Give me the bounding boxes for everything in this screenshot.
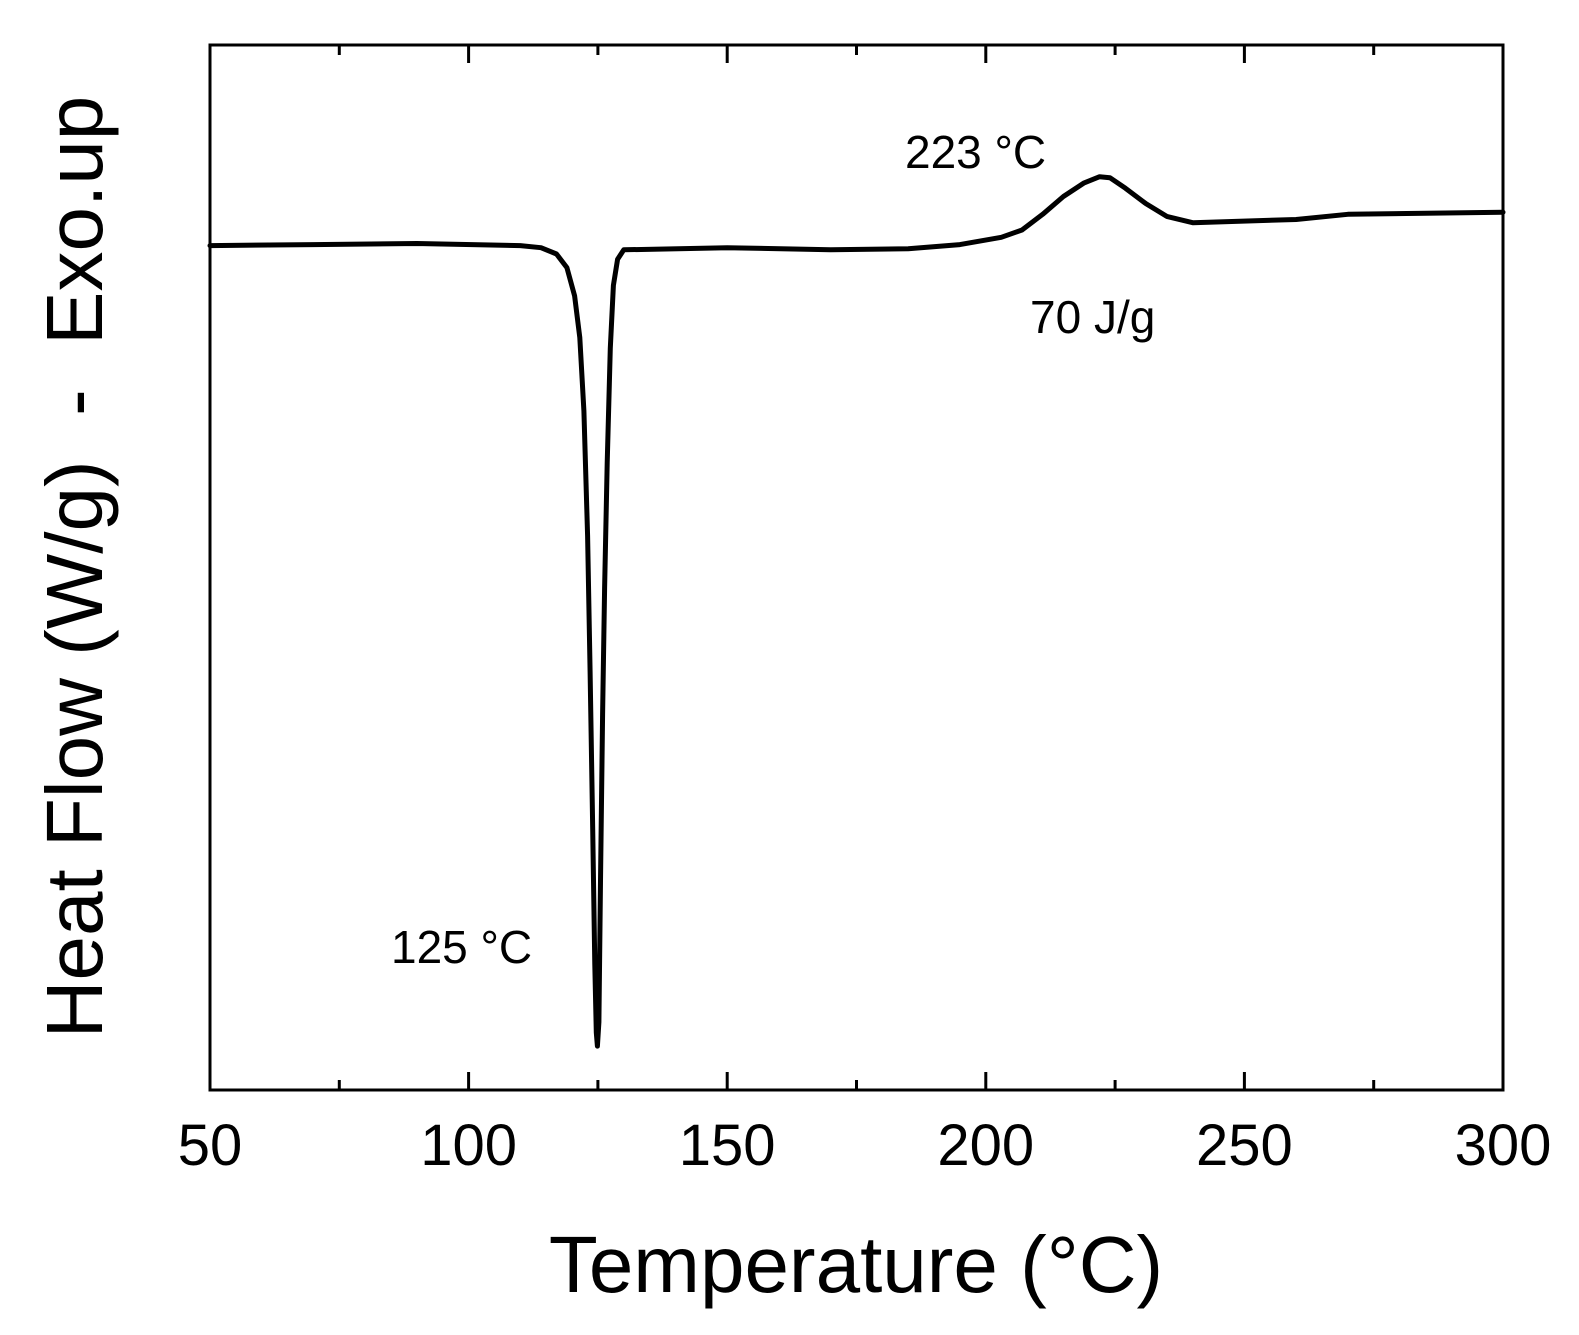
y-axis-title: Heat Flow (W/g) - Exo.up xyxy=(30,96,119,1038)
x-tick-label-300: 300 xyxy=(1455,1113,1552,1178)
annotation-exo-enthalpy: 70 J/g xyxy=(1030,291,1155,343)
x-tick-labels: 50 100 150 200 250 300 xyxy=(178,1113,1552,1178)
annotation-exo-peak-temp: 223 °C xyxy=(905,126,1046,178)
x-tick-label-200: 200 xyxy=(937,1113,1034,1178)
x-axis-title: Temperature (°C) xyxy=(549,1220,1163,1309)
x-tick-label-50: 50 xyxy=(178,1113,243,1178)
heat-flow-line xyxy=(207,174,1506,1049)
x-tick-label-150: 150 xyxy=(679,1113,776,1178)
x-ticks xyxy=(208,45,1505,1090)
x-tick-label-100: 100 xyxy=(420,1113,517,1178)
x-tick-label-250: 250 xyxy=(1196,1113,1293,1178)
annotation-endo-peak-temp: 125 °C xyxy=(391,921,532,973)
